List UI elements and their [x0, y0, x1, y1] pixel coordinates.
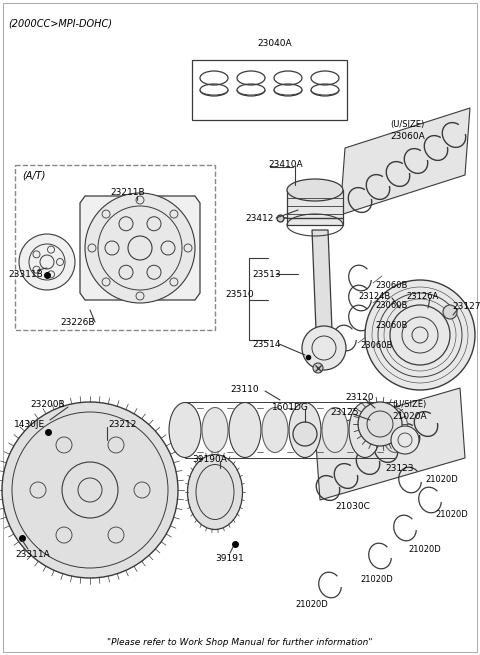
Text: 1430JE: 1430JE [14, 420, 45, 429]
Ellipse shape [229, 403, 261, 457]
Ellipse shape [287, 179, 343, 201]
Polygon shape [287, 190, 343, 225]
Text: 23060B: 23060B [360, 341, 392, 350]
Ellipse shape [289, 403, 321, 457]
Ellipse shape [169, 403, 201, 457]
Text: 21020D: 21020D [408, 545, 441, 554]
Circle shape [365, 280, 475, 390]
Text: 23040A: 23040A [258, 39, 292, 48]
Ellipse shape [322, 407, 348, 453]
Text: 23410A: 23410A [268, 160, 302, 169]
Text: 21020D: 21020D [360, 575, 393, 584]
Text: (U/SIZE): (U/SIZE) [390, 120, 424, 129]
Text: (U/SIZE): (U/SIZE) [392, 400, 426, 409]
Circle shape [302, 326, 346, 370]
Text: 21020D: 21020D [425, 475, 458, 484]
Text: 21020D: 21020D [295, 600, 328, 609]
Polygon shape [312, 230, 332, 330]
Circle shape [358, 402, 402, 446]
Text: 23120: 23120 [345, 393, 373, 402]
Text: (A/T): (A/T) [22, 170, 46, 180]
Bar [192, 60, 347, 120]
Circle shape [391, 426, 419, 454]
Text: 23200B: 23200B [30, 400, 65, 409]
Polygon shape [315, 388, 465, 500]
Ellipse shape [349, 403, 381, 457]
Text: 23126A: 23126A [406, 292, 438, 301]
Text: 23060A: 23060A [390, 132, 425, 141]
Text: 23060B: 23060B [375, 281, 408, 290]
Text: 23412: 23412 [245, 214, 274, 223]
Text: 23123: 23123 [386, 464, 414, 473]
Text: (2000CC>MPI-DOHC): (2000CC>MPI-DOHC) [8, 18, 112, 28]
Text: 39190A: 39190A [192, 455, 228, 464]
Text: 23211B: 23211B [110, 188, 144, 197]
Ellipse shape [188, 455, 242, 529]
Polygon shape [340, 108, 470, 215]
Text: 23060B: 23060B [375, 301, 408, 310]
Text: 23060B: 23060B [375, 321, 408, 330]
Text: 23514: 23514 [252, 340, 280, 349]
Text: 23124B: 23124B [358, 292, 390, 301]
Circle shape [293, 422, 317, 446]
Ellipse shape [262, 407, 288, 453]
Text: 23127B: 23127B [452, 302, 480, 311]
Polygon shape [80, 196, 200, 300]
Text: 23311A: 23311A [15, 550, 50, 559]
Text: 23212: 23212 [108, 420, 136, 429]
Text: "Please refer to Work Shop Manual for further information": "Please refer to Work Shop Manual for fu… [107, 638, 373, 647]
Text: 23513: 23513 [252, 270, 281, 279]
Circle shape [313, 363, 323, 373]
Circle shape [443, 305, 457, 319]
Text: 39191: 39191 [215, 554, 244, 563]
Text: 23125: 23125 [330, 408, 359, 417]
Text: 21020A: 21020A [392, 412, 427, 421]
Text: 21030C: 21030C [335, 502, 370, 511]
Text: 23510: 23510 [225, 290, 253, 299]
Ellipse shape [382, 407, 408, 453]
Circle shape [85, 193, 195, 303]
Text: 23226B: 23226B [60, 318, 95, 327]
Circle shape [2, 402, 178, 578]
Text: 23311B: 23311B [8, 270, 43, 279]
Bar [15, 165, 215, 330]
Text: 21020D: 21020D [435, 510, 468, 519]
Text: 1601DG: 1601DG [272, 403, 309, 412]
Text: 23110: 23110 [230, 385, 259, 394]
Circle shape [19, 234, 75, 290]
Ellipse shape [202, 407, 228, 453]
